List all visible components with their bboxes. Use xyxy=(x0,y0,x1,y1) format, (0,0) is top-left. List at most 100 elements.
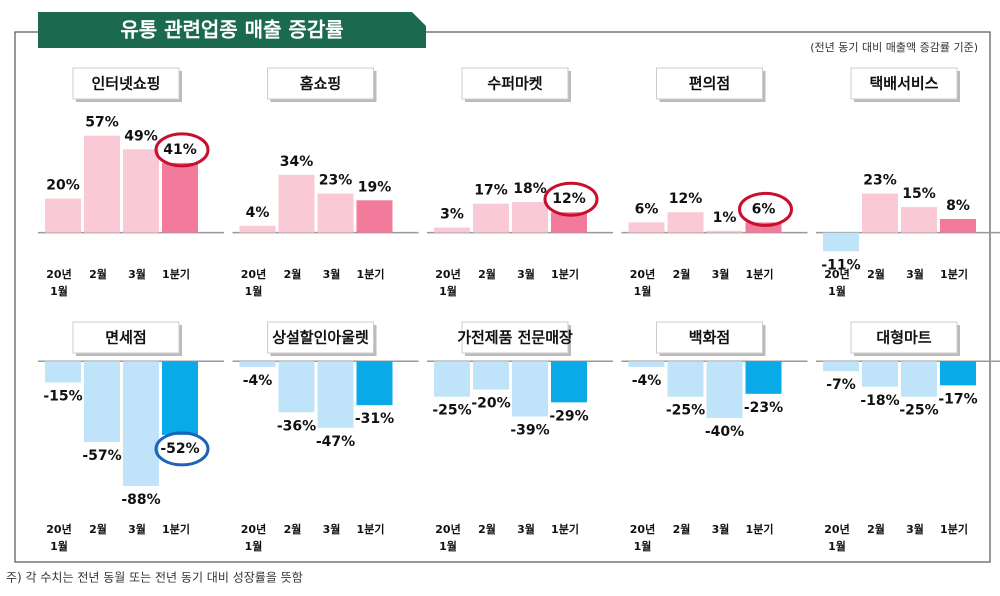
x-tick-label: 20년 1월 xyxy=(824,267,849,298)
x-tick-label: 20년 1월 xyxy=(435,522,460,553)
highlight-circle xyxy=(154,431,210,467)
bar xyxy=(84,361,120,442)
bar xyxy=(940,361,976,386)
bar xyxy=(434,227,470,233)
value-label: 15% xyxy=(902,186,936,202)
x-tick-label: 1분기 xyxy=(357,522,385,536)
value-label: -57% xyxy=(82,448,121,464)
panel-title-box xyxy=(72,321,180,354)
x-tick-label: 1분기 xyxy=(940,522,968,536)
panel-title-box xyxy=(267,67,374,100)
bar xyxy=(84,135,120,233)
x-tick-label: 1분기 xyxy=(357,267,385,281)
panel-title: 대형마트 xyxy=(876,329,931,347)
value-label: 17% xyxy=(474,183,508,199)
x-tick-label: 20년 1월 xyxy=(630,267,655,298)
bar xyxy=(745,361,782,394)
value-label: 23% xyxy=(863,173,897,189)
panel-title: 수퍼마켓 xyxy=(487,75,542,93)
x-tick-label: 2월 xyxy=(478,267,496,281)
x-tick-label: 20년 1월 xyxy=(824,522,849,553)
bar xyxy=(162,162,198,233)
value-label: 23% xyxy=(319,173,353,189)
bar xyxy=(706,361,743,418)
panel-title: 홈쇼핑 xyxy=(300,75,341,93)
bar xyxy=(45,198,81,233)
panel-title-box xyxy=(72,67,180,100)
bar xyxy=(45,361,81,383)
panel-title: 백화점 xyxy=(689,329,730,347)
value-label: -17% xyxy=(938,391,977,407)
bar xyxy=(628,361,665,367)
panel-title-box xyxy=(461,67,569,100)
x-tick-label: 3월 xyxy=(128,522,146,536)
x-tick-label: 20년 1월 xyxy=(46,522,71,553)
x-tick-label: 2월 xyxy=(673,522,691,536)
panel-title-box xyxy=(461,321,569,354)
x-tick-label: 2월 xyxy=(89,267,107,281)
value-label: -23% xyxy=(744,400,783,416)
value-label: -4% xyxy=(243,373,273,389)
frame xyxy=(14,31,991,563)
value-label: -25% xyxy=(899,403,938,419)
bar xyxy=(667,361,704,397)
value-label: -29% xyxy=(549,408,588,424)
value-label: 1% xyxy=(713,210,737,226)
x-tick-label: 2월 xyxy=(89,522,107,536)
highlight-circle xyxy=(738,191,793,227)
x-tick-label: 2월 xyxy=(284,267,302,281)
value-label: 6% xyxy=(752,201,776,217)
panel-title-box xyxy=(267,321,374,354)
value-label: 12% xyxy=(669,191,703,207)
value-label: -18% xyxy=(860,393,899,409)
x-tick-label: 1분기 xyxy=(940,267,968,281)
x-tick-label: 2월 xyxy=(867,522,885,536)
bar xyxy=(123,361,159,486)
x-tick-label: 3월 xyxy=(517,522,535,536)
panel-title-box xyxy=(656,67,763,100)
highlight-circle xyxy=(154,132,210,168)
panel-title: 면세점 xyxy=(105,329,146,347)
value-label: 49% xyxy=(124,128,158,144)
value-label: -15% xyxy=(43,389,82,405)
x-tick-label: 20년 1월 xyxy=(241,522,266,553)
panel-title: 택배서비스 xyxy=(869,75,938,93)
bar xyxy=(512,361,548,417)
x-tick-label: 3월 xyxy=(323,522,341,536)
bar xyxy=(823,361,859,372)
value-label: -52% xyxy=(160,441,199,457)
x-tick-label: 1분기 xyxy=(746,522,774,536)
bar xyxy=(706,230,743,233)
x-tick-label: 2월 xyxy=(673,267,691,281)
bar xyxy=(239,225,276,233)
value-label: -20% xyxy=(471,396,510,412)
bar xyxy=(862,193,898,233)
panel-title-box xyxy=(850,67,958,100)
bar xyxy=(940,219,976,233)
bar xyxy=(862,361,898,387)
x-tick-label: 20년 1월 xyxy=(46,267,71,298)
x-tick-label: 1분기 xyxy=(162,522,190,536)
value-label: 19% xyxy=(358,179,392,195)
value-label: -11% xyxy=(821,257,860,273)
value-label: -4% xyxy=(632,373,662,389)
x-tick-label: 2월 xyxy=(284,522,302,536)
bar xyxy=(239,361,276,367)
bar xyxy=(823,232,859,252)
value-label: 4% xyxy=(246,205,270,221)
value-label: -25% xyxy=(666,403,705,419)
x-tick-label: 1분기 xyxy=(551,522,579,536)
header-title: 유통 관련업종 매출 증감률 xyxy=(120,18,343,42)
x-tick-label: 3월 xyxy=(128,267,146,281)
value-label: -47% xyxy=(316,434,355,450)
x-tick-label: 3월 xyxy=(712,267,730,281)
value-label: 34% xyxy=(280,154,314,170)
panel-title: 인터넷쇼핑 xyxy=(91,75,160,93)
bar xyxy=(901,207,937,233)
note: (전년 동기 대비 매출액 증감률 기준) xyxy=(810,41,978,54)
x-tick-label: 3월 xyxy=(906,522,924,536)
value-label: -31% xyxy=(355,411,394,427)
footnote: 주) 각 수치는 전년 동월 또는 전년 동기 대비 성장률을 뜻함 xyxy=(6,571,303,585)
bar xyxy=(551,212,587,233)
